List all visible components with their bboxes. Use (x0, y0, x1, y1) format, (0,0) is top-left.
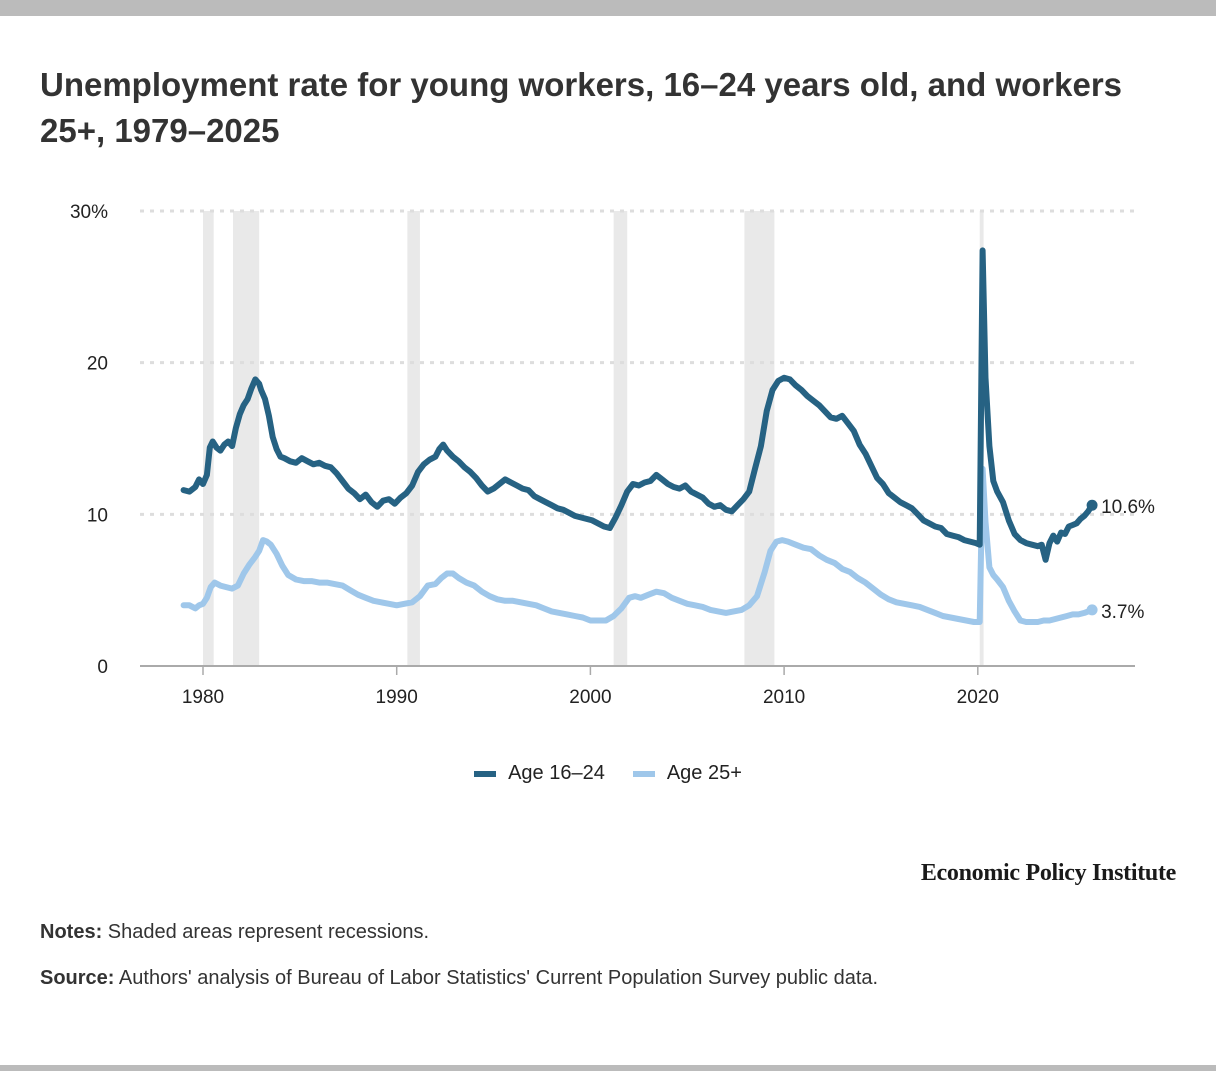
legend: Age 16–24 Age 25+ (0, 762, 1216, 785)
x-tick-label: 2010 (763, 687, 805, 708)
recession-band (407, 211, 420, 666)
legend-label-age-25-plus: Age 25+ (666, 762, 742, 784)
top-border (0, 0, 1216, 16)
x-tick-label: 2000 (569, 687, 611, 708)
line-chart: 1980 1990 2000 2010 2020 0 10 20 30% 3.7% 10.6% (70, 202, 1155, 708)
series-line-age-16-24 (180, 247, 1096, 563)
legend-item-age-25-plus[interactable]: Age 25+ (632, 762, 742, 785)
y-tick-label: 0 (97, 657, 108, 678)
chart-title: Unemployment rate for young workers, 16–… (40, 66, 1123, 149)
epi-logo: Economic Policy Institute (920, 860, 1176, 886)
y-tick-label: 30% (70, 202, 108, 223)
y-axis: 0 10 20 30% (70, 202, 108, 678)
end-label-age-16-24: 10.6% (1101, 497, 1155, 518)
legend-item-age-16-24[interactable]: Age 16–24 (474, 762, 605, 785)
source-text: Authors' analysis of Bureau of Labor Sta… (114, 967, 879, 989)
bottom-border (0, 1065, 1216, 1071)
x-axis: 1980 1990 2000 2010 2020 (140, 665, 1135, 708)
series-end-point (1086, 499, 1098, 511)
series-line-age-25-plus (180, 465, 1096, 625)
notes-text: Shaded areas represent recessions. (102, 921, 430, 943)
y-tick-label: 10 (87, 505, 108, 526)
notes: Notes: Shaded areas represent recessions… (40, 921, 429, 944)
notes-label: Notes: (40, 921, 103, 943)
series-end-point (1086, 604, 1098, 616)
source-label: Source: (40, 967, 115, 989)
source: Source: Authors' analysis of Bureau of L… (40, 967, 878, 990)
legend-swatch-age-16-24 (474, 770, 497, 777)
end-labels-group: 3.7% 10.6% (1101, 497, 1155, 623)
recession-band (203, 211, 214, 666)
legend-label-age-16-24: Age 16–24 (508, 762, 605, 784)
x-tick-label: 2020 (957, 687, 999, 708)
x-tick-label: 1980 (182, 687, 224, 708)
recession-band (613, 211, 628, 666)
y-tick-label: 20 (87, 354, 108, 375)
x-tick-label: 1990 (376, 687, 418, 708)
end-label-age-25-plus: 3.7% (1101, 602, 1144, 623)
series-lines-group (180, 247, 1098, 625)
recession-shading-group (203, 211, 984, 666)
legend-swatch-age-25-plus (632, 770, 655, 777)
recession-band (233, 211, 260, 666)
